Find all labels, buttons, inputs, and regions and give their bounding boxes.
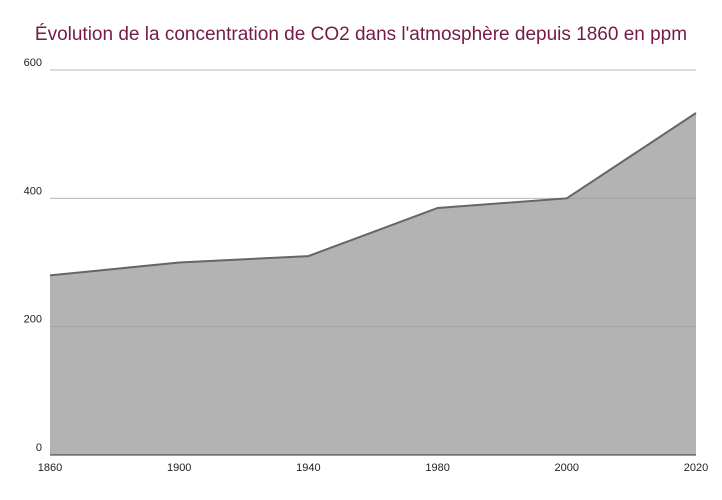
x-tick-label: 1860 [38, 462, 62, 474]
chart-title: Évolution de la concentration de CO2 dan… [34, 24, 688, 45]
y-tick-label: 200 [24, 314, 42, 326]
y-tick-label: 400 [24, 185, 42, 197]
x-tick-label: 1980 [425, 462, 449, 474]
area-fill [50, 112, 696, 455]
x-tick-label: 2000 [555, 462, 579, 474]
series-line [49, 112, 697, 277]
y-tick-label: 0 [36, 442, 42, 454]
x-tick-label: 1900 [167, 462, 191, 474]
y-tick-label: 600 [24, 57, 42, 69]
x-tick-label: 1940 [296, 462, 320, 474]
x-tick-label: 2020 [684, 462, 708, 474]
